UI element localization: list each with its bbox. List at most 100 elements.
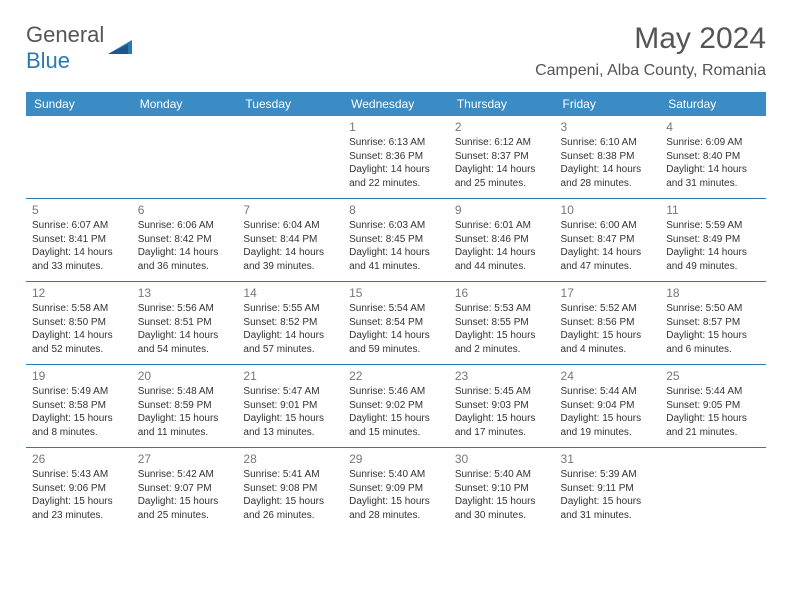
- title-block: May 2024 Campeni, Alba County, Romania: [535, 22, 766, 80]
- daylight-line2: and 4 minutes.: [561, 343, 655, 357]
- sunrise-text: Sunrise: 6:10 AM: [561, 136, 655, 150]
- day-info: Sunrise: 5:49 AMSunset: 8:58 PMDaylight:…: [32, 385, 126, 439]
- day-header: Wednesday: [343, 92, 449, 116]
- sunset-text: Sunset: 8:51 PM: [138, 316, 232, 330]
- sunset-text: Sunset: 8:45 PM: [349, 233, 443, 247]
- daylight-line1: Daylight: 15 hours: [32, 495, 126, 509]
- calendar-page: General Blue May 2024 Campeni, Alba Coun…: [0, 0, 792, 540]
- day-number: 24: [561, 369, 655, 383]
- daylight-line1: Daylight: 14 hours: [666, 163, 760, 177]
- day-header-row: SundayMondayTuesdayWednesdayThursdayFrid…: [26, 92, 766, 116]
- daylight-line2: and 47 minutes.: [561, 260, 655, 274]
- sunset-text: Sunset: 8:49 PM: [666, 233, 760, 247]
- daylight-line1: Daylight: 14 hours: [561, 163, 655, 177]
- daylight-line1: Daylight: 14 hours: [243, 246, 337, 260]
- daylight-line2: and 49 minutes.: [666, 260, 760, 274]
- day-number: 19: [32, 369, 126, 383]
- daylight-line2: and 52 minutes.: [32, 343, 126, 357]
- day-info: Sunrise: 6:07 AMSunset: 8:41 PMDaylight:…: [32, 219, 126, 273]
- day-number: 25: [666, 369, 760, 383]
- day-number: 1: [349, 120, 443, 134]
- sunrise-text: Sunrise: 6:04 AM: [243, 219, 337, 233]
- day-info: Sunrise: 5:59 AMSunset: 8:49 PMDaylight:…: [666, 219, 760, 273]
- day-info: Sunrise: 6:00 AMSunset: 8:47 PMDaylight:…: [561, 219, 655, 273]
- calendar-cell: [26, 116, 132, 199]
- sunrise-text: Sunrise: 6:09 AM: [666, 136, 760, 150]
- daylight-line2: and 19 minutes.: [561, 426, 655, 440]
- calendar-cell: 11Sunrise: 5:59 AMSunset: 8:49 PMDayligh…: [660, 199, 766, 282]
- sunrise-text: Sunrise: 5:48 AM: [138, 385, 232, 399]
- calendar-cell: 6Sunrise: 6:06 AMSunset: 8:42 PMDaylight…: [132, 199, 238, 282]
- day-number: 7: [243, 203, 337, 217]
- sunset-text: Sunset: 9:04 PM: [561, 399, 655, 413]
- calendar-cell: [132, 116, 238, 199]
- daylight-line2: and 22 minutes.: [349, 177, 443, 191]
- day-number: 5: [32, 203, 126, 217]
- day-header: Thursday: [449, 92, 555, 116]
- daylight-line2: and 31 minutes.: [666, 177, 760, 191]
- calendar-week: 5 Sunrise: 6:07 AMSunset: 8:41 PMDaylight…: [26, 199, 766, 282]
- calendar-week: 19 Sunrise: 5:49 AMSunset: 8:58 PMDayligh…: [26, 365, 766, 448]
- sunset-text: Sunset: 9:08 PM: [243, 482, 337, 496]
- sunrise-text: Sunrise: 5:56 AM: [138, 302, 232, 316]
- calendar-week: 1Sunrise: 6:13 AMSunset: 8:36 PMDaylight…: [26, 116, 766, 199]
- sunrise-text: Sunrise: 5:59 AM: [666, 219, 760, 233]
- calendar-cell: 26Sunrise: 5:43 AMSunset: 9:06 PMDayligh…: [26, 448, 132, 531]
- day-info: Sunrise: 5:56 AMSunset: 8:51 PMDaylight:…: [138, 302, 232, 356]
- day-info: Sunrise: 5:45 AMSunset: 9:03 PMDaylight:…: [455, 385, 549, 439]
- daylight-line1: Daylight: 14 hours: [138, 329, 232, 343]
- day-info: Sunrise: 5:52 AMSunset: 8:56 PMDaylight:…: [561, 302, 655, 356]
- daylight-line2: and 33 minutes.: [32, 260, 126, 274]
- daylight-line2: and 30 minutes.: [455, 509, 549, 523]
- sunset-text: Sunset: 8:54 PM: [349, 316, 443, 330]
- sunrise-text: Sunrise: 5:39 AM: [561, 468, 655, 482]
- daylight-line2: and 59 minutes.: [349, 343, 443, 357]
- calendar-cell: 31Sunrise: 5:39 AMSunset: 9:11 PMDayligh…: [555, 448, 661, 531]
- sunrise-text: Sunrise: 5:45 AM: [455, 385, 549, 399]
- daylight-line1: Daylight: 15 hours: [666, 329, 760, 343]
- daylight-line1: Daylight: 15 hours: [349, 412, 443, 426]
- day-number: 28: [243, 452, 337, 466]
- day-number: 22: [349, 369, 443, 383]
- sunset-text: Sunset: 8:55 PM: [455, 316, 549, 330]
- daylight-line2: and 21 minutes.: [666, 426, 760, 440]
- daylight-line2: and 44 minutes.: [455, 260, 549, 274]
- daylight-line1: Daylight: 14 hours: [138, 246, 232, 260]
- daylight-line2: and 23 minutes.: [32, 509, 126, 523]
- logo-part1: General: [26, 22, 104, 47]
- daylight-line2: and 25 minutes.: [138, 509, 232, 523]
- header: General Blue May 2024 Campeni, Alba Coun…: [26, 22, 766, 80]
- day-info: Sunrise: 6:12 AMSunset: 8:37 PMDaylight:…: [455, 136, 549, 190]
- daylight-line2: and 6 minutes.: [666, 343, 760, 357]
- sunset-text: Sunset: 8:56 PM: [561, 316, 655, 330]
- sunset-text: Sunset: 8:52 PM: [243, 316, 337, 330]
- logo: General Blue: [26, 22, 136, 74]
- sunset-text: Sunset: 8:59 PM: [138, 399, 232, 413]
- calendar-cell: 17Sunrise: 5:52 AMSunset: 8:56 PMDayligh…: [555, 282, 661, 365]
- day-number: 23: [455, 369, 549, 383]
- daylight-line2: and 54 minutes.: [138, 343, 232, 357]
- calendar-cell: 28Sunrise: 5:41 AMSunset: 9:08 PMDayligh…: [237, 448, 343, 531]
- sunset-text: Sunset: 9:01 PM: [243, 399, 337, 413]
- day-info: Sunrise: 5:58 AMSunset: 8:50 PMDaylight:…: [32, 302, 126, 356]
- daylight-line2: and 36 minutes.: [138, 260, 232, 274]
- daylight-line2: and 31 minutes.: [561, 509, 655, 523]
- sunrise-text: Sunrise: 5:49 AM: [32, 385, 126, 399]
- sunrise-text: Sunrise: 5:58 AM: [32, 302, 126, 316]
- day-info: Sunrise: 5:48 AMSunset: 8:59 PMDaylight:…: [138, 385, 232, 439]
- day-info: Sunrise: 6:03 AMSunset: 8:45 PMDaylight:…: [349, 219, 443, 273]
- calendar-cell: 14Sunrise: 5:55 AMSunset: 8:52 PMDayligh…: [237, 282, 343, 365]
- sunrise-text: Sunrise: 6:13 AM: [349, 136, 443, 150]
- calendar-cell: 1Sunrise: 6:13 AMSunset: 8:36 PMDaylight…: [343, 116, 449, 199]
- day-info: Sunrise: 5:54 AMSunset: 8:54 PMDaylight:…: [349, 302, 443, 356]
- calendar-cell: 19 Sunrise: 5:49 AMSunset: 8:58 PMDayligh…: [26, 365, 132, 448]
- logo-part2: Blue: [26, 48, 70, 73]
- day-info: Sunrise: 5:44 AMSunset: 9:04 PMDaylight:…: [561, 385, 655, 439]
- daylight-line2: and 17 minutes.: [455, 426, 549, 440]
- logo-text: General Blue: [26, 22, 104, 74]
- location-text: Campeni, Alba County, Romania: [535, 62, 766, 80]
- day-info: Sunrise: 5:43 AMSunset: 9:06 PMDaylight:…: [32, 468, 126, 522]
- day-header: Tuesday: [237, 92, 343, 116]
- daylight-line1: Daylight: 15 hours: [138, 495, 232, 509]
- day-info: Sunrise: 6:10 AMSunset: 8:38 PMDaylight:…: [561, 136, 655, 190]
